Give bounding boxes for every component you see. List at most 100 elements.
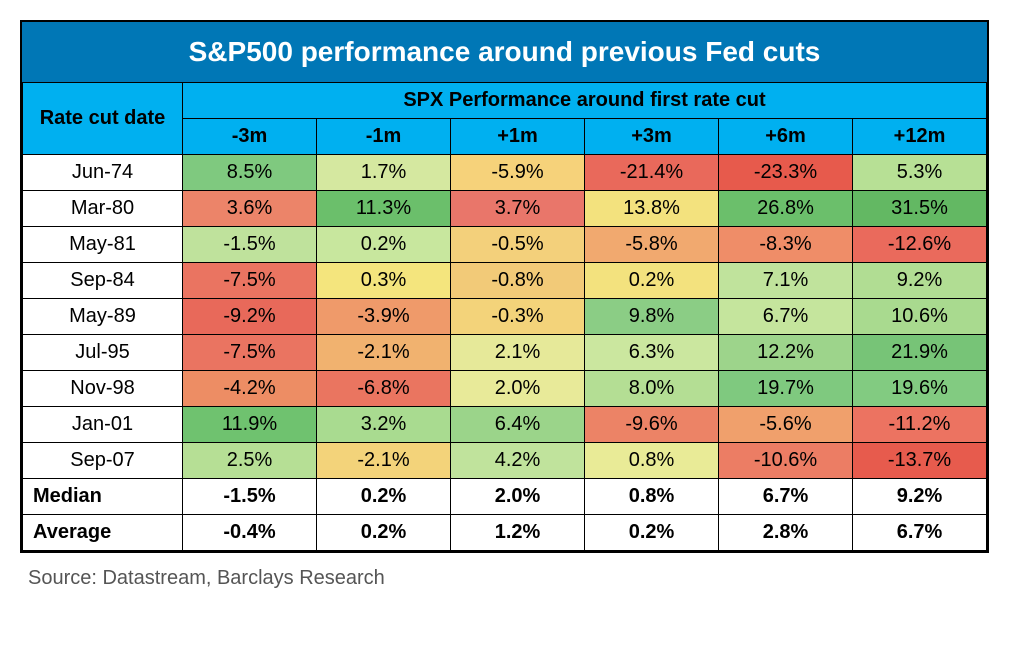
col-header-period: +6m [719,119,853,155]
row-date: May-81 [23,227,183,263]
heat-cell: 6.3% [585,335,719,371]
table-row: May-81-1.5%0.2%-0.5%-5.8%-8.3%-12.6% [23,227,987,263]
chart-title: S&P500 performance around previous Fed c… [22,22,987,82]
summary-cell: 6.7% [719,479,853,515]
heat-cell: -5.6% [719,407,853,443]
summary-row: Median-1.5%0.2%2.0%0.8%6.7%9.2% [23,479,987,515]
col-header-period: -1m [317,119,451,155]
heat-cell: -21.4% [585,155,719,191]
heat-cell: -2.1% [317,335,451,371]
heat-cell: -6.8% [317,371,451,407]
heat-cell: 13.8% [585,191,719,227]
summary-cell: 0.2% [585,515,719,551]
heat-cell: 9.2% [853,263,987,299]
row-date: Mar-80 [23,191,183,227]
table-row: Mar-803.6%11.3%3.7%13.8%26.8%31.5% [23,191,987,227]
heat-cell: 19.7% [719,371,853,407]
heat-cell: 0.8% [585,443,719,479]
heat-cell: -4.2% [183,371,317,407]
heat-cell: 19.6% [853,371,987,407]
summary-cell: 0.2% [317,479,451,515]
heat-cell: 10.6% [853,299,987,335]
heat-cell: 0.2% [317,227,451,263]
heat-cell: 21.9% [853,335,987,371]
heat-cell: -9.6% [585,407,719,443]
summary-cell: -1.5% [183,479,317,515]
row-date: Nov-98 [23,371,183,407]
summary-row: Average-0.4%0.2%1.2%0.2%2.8%6.7% [23,515,987,551]
col-header-date: Rate cut date [23,83,183,155]
heat-cell: 11.3% [317,191,451,227]
heat-cell: -5.8% [585,227,719,263]
summary-cell: 0.8% [585,479,719,515]
heat-cell: 6.7% [719,299,853,335]
heat-cell: 5.3% [853,155,987,191]
heat-cell: -11.2% [853,407,987,443]
heat-cell: -3.9% [317,299,451,335]
summary-label: Average [23,515,183,551]
table-row: Nov-98-4.2%-6.8%2.0%8.0%19.7%19.6% [23,371,987,407]
heat-cell: -1.5% [183,227,317,263]
heat-cell: -0.5% [451,227,585,263]
summary-cell: 0.2% [317,515,451,551]
heat-cell: -12.6% [853,227,987,263]
heat-cell: 9.8% [585,299,719,335]
source-line: Source: Datastream, Barclays Research [20,553,989,590]
table-row: Jan-0111.9%3.2%6.4%-9.6%-5.6%-11.2% [23,407,987,443]
heat-cell: 3.6% [183,191,317,227]
table-container: S&P500 performance around previous Fed c… [20,20,989,553]
heat-cell: -7.5% [183,335,317,371]
heat-cell: 2.1% [451,335,585,371]
heat-cell: 11.9% [183,407,317,443]
table-row: Sep-072.5%-2.1%4.2%0.8%-10.6%-13.7% [23,443,987,479]
heat-cell: -9.2% [183,299,317,335]
row-date: Jun-74 [23,155,183,191]
heat-cell: 0.2% [585,263,719,299]
heat-cell: 3.2% [317,407,451,443]
heat-cell: 31.5% [853,191,987,227]
heat-cell: 6.4% [451,407,585,443]
heat-cell: -5.9% [451,155,585,191]
heat-cell: -0.8% [451,263,585,299]
heat-cell: 8.5% [183,155,317,191]
col-header-period: +1m [451,119,585,155]
heat-cell: 2.5% [183,443,317,479]
table-row: Jun-748.5%1.7%-5.9%-21.4%-23.3%5.3% [23,155,987,191]
row-date: Jul-95 [23,335,183,371]
table-row: Jul-95-7.5%-2.1%2.1%6.3%12.2%21.9% [23,335,987,371]
row-date: Jan-01 [23,407,183,443]
col-header-period: +3m [585,119,719,155]
summary-cell: 2.8% [719,515,853,551]
heat-cell: -7.5% [183,263,317,299]
summary-cell: 1.2% [451,515,585,551]
heat-cell: -10.6% [719,443,853,479]
heat-cell: 4.2% [451,443,585,479]
heat-cell: 8.0% [585,371,719,407]
col-header-period: +12m [853,119,987,155]
heat-cell: 26.8% [719,191,853,227]
summary-cell: 6.7% [853,515,987,551]
summary-cell: -0.4% [183,515,317,551]
heat-cell: 0.3% [317,263,451,299]
summary-cell: 2.0% [451,479,585,515]
table-row: Sep-84-7.5%0.3%-0.8%0.2%7.1%9.2% [23,263,987,299]
row-date: Sep-07 [23,443,183,479]
heat-cell: -23.3% [719,155,853,191]
heat-cell: 7.1% [719,263,853,299]
col-header-group: SPX Performance around first rate cut [183,83,987,119]
row-date: Sep-84 [23,263,183,299]
row-date: May-89 [23,299,183,335]
heat-cell: 3.7% [451,191,585,227]
heat-cell: 1.7% [317,155,451,191]
heat-cell: -13.7% [853,443,987,479]
summary-label: Median [23,479,183,515]
col-header-period: -3m [183,119,317,155]
performance-table: Rate cut date SPX Performance around fir… [22,82,987,551]
table-row: May-89-9.2%-3.9%-0.3%9.8%6.7%10.6% [23,299,987,335]
heat-cell: -0.3% [451,299,585,335]
heat-cell: 12.2% [719,335,853,371]
heat-cell: 2.0% [451,371,585,407]
heat-cell: -2.1% [317,443,451,479]
summary-cell: 9.2% [853,479,987,515]
heat-cell: -8.3% [719,227,853,263]
